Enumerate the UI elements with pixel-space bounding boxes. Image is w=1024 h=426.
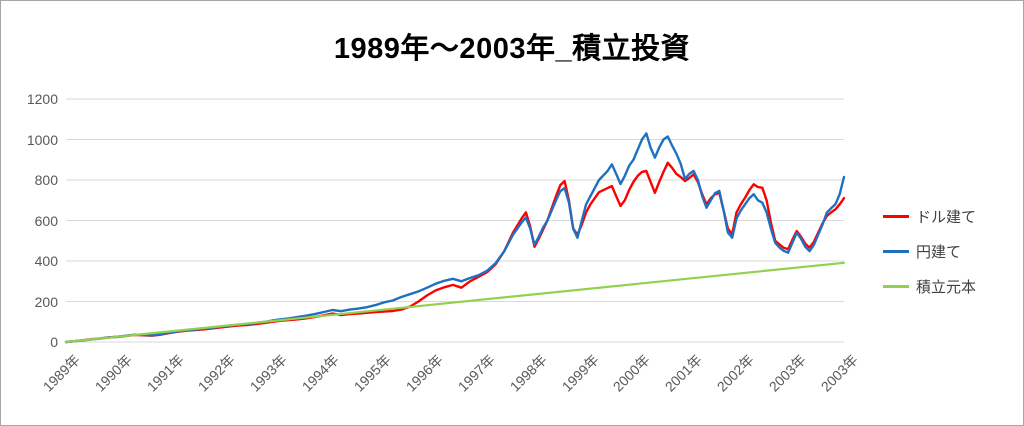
legend-label: 積立元本 [916,278,977,296]
legend-line-icon [883,249,909,253]
series-line-円建て [64,132,846,344]
series-line-積立元本 [64,261,846,344]
y-tick-label: 600 [34,212,58,229]
legend-item: 積立元本 [883,276,976,296]
y-tick-label: 0 [50,334,58,350]
legend-label: ドル建て [916,208,977,226]
legend-line-icon [883,214,909,218]
y-tick-label: 400 [34,253,58,269]
series-line-ドル建て [64,161,846,344]
legend-label: 円建て [916,243,962,261]
y-tick-label: 800 [34,172,58,188]
legend-item: 円建て [883,241,961,261]
y-tick-label: 1000 [26,131,58,148]
legend-item: ドル建て [883,206,976,226]
y-tick-label: 200 [34,293,58,310]
legend-line-icon [883,284,909,288]
y-tick-label: 1200 [26,91,58,107]
chart-title: 1989年～2003年_積立投資 [333,33,691,65]
